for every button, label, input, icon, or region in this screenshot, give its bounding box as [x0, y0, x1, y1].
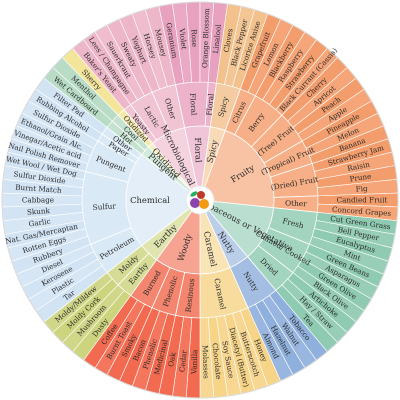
leaf-icon — [190, 191, 198, 197]
aroma-label-rose: Rose — [190, 29, 200, 47]
aroma-label-violet: Violet — [177, 27, 188, 50]
aroma-label-oak: Oak — [166, 351, 177, 368]
aroma-label-linalool: Linalool — [211, 23, 223, 54]
aroma-label-cloves: Cloves — [222, 27, 235, 53]
aroma-label-molasses: Molasses — [201, 345, 211, 379]
orange-icon — [199, 199, 209, 209]
subcategory-label-floral: Floral — [188, 93, 199, 116]
subcategory-label-floral: Floral — [204, 92, 215, 116]
category-label-chemical: Chemical — [130, 195, 170, 205]
center-fruit-image — [185, 185, 215, 215]
center-disc — [185, 185, 215, 215]
aroma-label-candied-fruit: Candied Fruit — [337, 196, 388, 205]
aroma-label-skunk: Skunk — [27, 206, 51, 217]
aroma-label-garlic: Garlic — [28, 217, 51, 229]
subcategory-label-other: Other — [285, 198, 307, 208]
aroma-label-cabbage: Cabbage — [22, 196, 54, 205]
category-label-floral: Floral — [193, 137, 204, 163]
subcategory-label-resinous: Resinous — [184, 278, 197, 313]
aroma-label-orange-blossom: Orange Blossom — [200, 8, 211, 68]
aroma-label-cedar: Cedar — [177, 349, 188, 372]
aroma-label-chocolate: Chocolate — [211, 342, 224, 379]
aroma-label-vanilla: Vanilla — [189, 349, 199, 376]
aroma-label-prune: Prune — [349, 171, 372, 183]
grape-icon — [190, 198, 200, 208]
aroma-label-concord-grapes: Concord Grapes — [332, 205, 392, 218]
cherry-icon — [197, 191, 205, 199]
aroma-label-fig: Fig — [355, 184, 368, 194]
aroma-label-burnt-match: Burnt Match — [15, 183, 62, 195]
subcategory-label-sulfur: Sulfur — [92, 201, 116, 212]
